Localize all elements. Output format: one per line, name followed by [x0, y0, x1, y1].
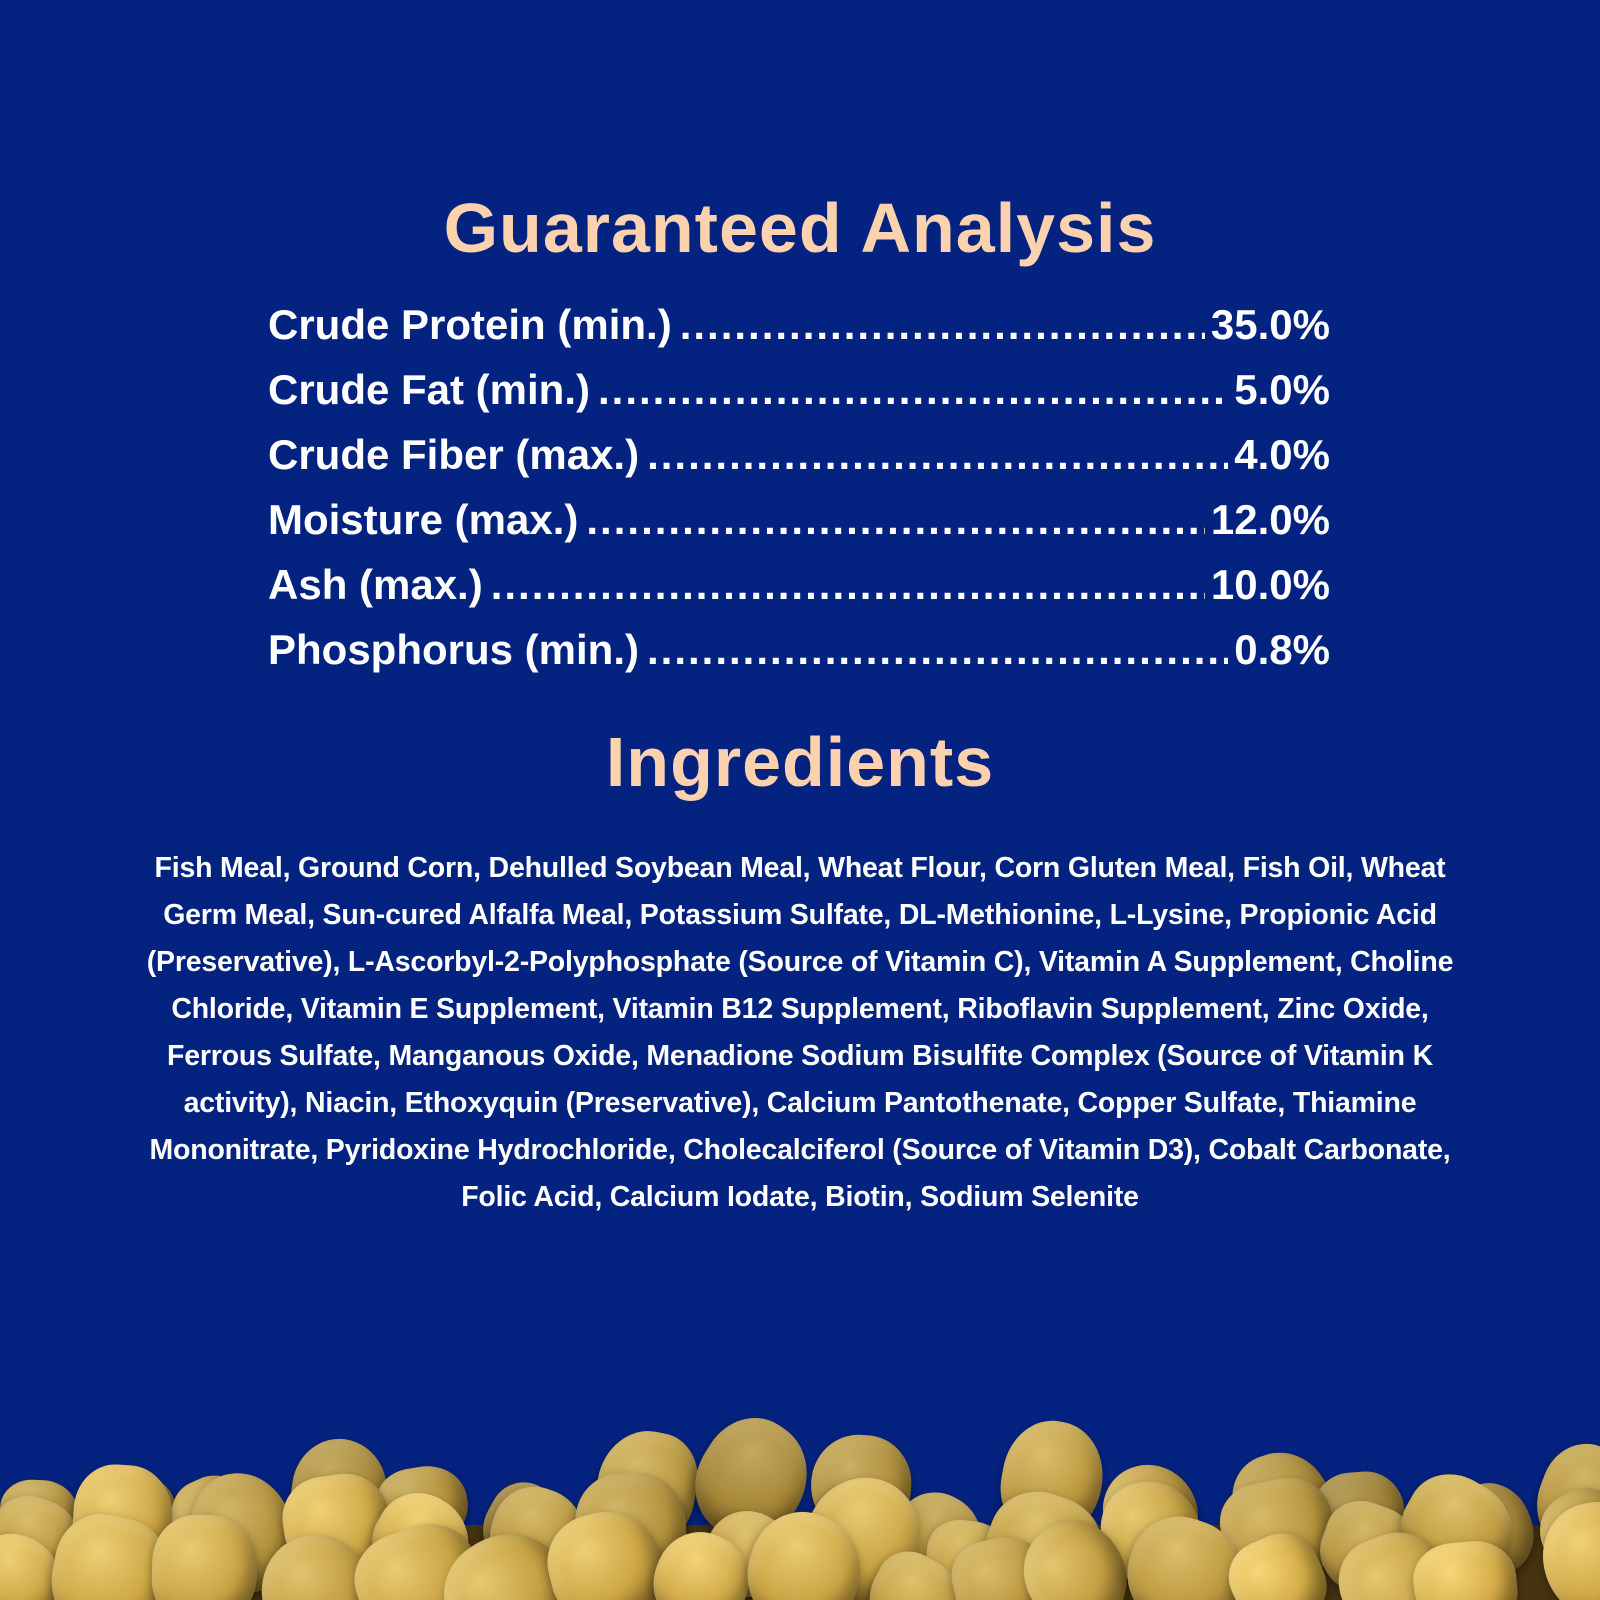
pellet: [1220, 1439, 1346, 1572]
pellet: [1436, 1470, 1548, 1588]
analysis-value: 4.0%: [1234, 431, 1330, 478]
guaranteed-analysis-title: Guaranteed Analysis: [443, 189, 1157, 267]
pellet: [0, 1478, 80, 1552]
analysis-value: 5.0%: [1234, 366, 1330, 413]
analysis-value: 10.0%: [1210, 561, 1330, 608]
ingredients-title: Ingredients: [605, 723, 995, 801]
analysis-row-phosphorus: Phosphorus (min.) ......................…: [268, 617, 1330, 682]
analysis-label: Crude Fat (min.): [268, 366, 590, 413]
pellet: [423, 1510, 589, 1600]
pellet: [537, 1499, 675, 1600]
dotted-leader: ........................................…: [598, 366, 1228, 413]
pellet: [468, 1470, 588, 1589]
analysis-label: Crude Fiber (max.): [268, 431, 640, 478]
pellet: [1212, 1469, 1346, 1599]
pellets-photo: [0, 1365, 1600, 1600]
pellet: [586, 1422, 706, 1554]
pellet: [41, 1506, 178, 1600]
pellet: [689, 1495, 809, 1600]
analysis-label: Crude Protein (min.): [268, 301, 672, 348]
dotted-leader: ........................................…: [586, 496, 1205, 543]
pellet: [991, 1413, 1111, 1547]
pellet: [1308, 1490, 1434, 1600]
pellet: [1091, 1471, 1211, 1594]
pellet: [879, 1477, 997, 1594]
pellet: [573, 1470, 689, 1588]
pellet: [341, 1510, 496, 1600]
pellet: [945, 1529, 1060, 1600]
pellet: [0, 1520, 76, 1600]
pellet: [1090, 1451, 1212, 1576]
pellet: [1384, 1457, 1531, 1600]
pellet: [159, 1461, 278, 1586]
guaranteed-analysis-table: Crude Protein (min.) ...................…: [268, 292, 1330, 682]
pellet: [370, 1460, 474, 1555]
pellet: [972, 1476, 1117, 1600]
analysis-row-crude-fat: Crude Fat (min.) .......................…: [268, 357, 1330, 422]
analysis-value: 35.0%: [1210, 301, 1330, 348]
dotted-leader: ........................................…: [490, 561, 1205, 608]
pellet: [1533, 1492, 1600, 1600]
analysis-value: 0.8%: [1234, 626, 1330, 673]
pellet: [673, 1399, 830, 1559]
pellet: [638, 1519, 763, 1600]
pellet: [783, 1457, 942, 1600]
analysis-row-moisture: Moisture (max.) ........................…: [268, 487, 1330, 552]
analysis-label: Moisture (max.): [268, 496, 579, 543]
pellet: [285, 1431, 394, 1546]
pellet: [256, 1529, 377, 1600]
pellet: [1325, 1517, 1473, 1600]
pellet: [80, 1465, 190, 1571]
analysis-row-ash: Ash (max.) .............................…: [268, 552, 1330, 617]
pellet: [1003, 1502, 1147, 1600]
pellet: [731, 1498, 876, 1600]
analysis-row-crude-protein: Crude Protein (min.) ...................…: [268, 292, 1330, 357]
pellet: [851, 1539, 980, 1600]
pellet: [1217, 1521, 1339, 1600]
dotted-leader: ........................................…: [679, 301, 1205, 348]
pellet: [357, 1477, 485, 1600]
pellet: [0, 1486, 89, 1594]
pellet: [922, 1516, 1019, 1600]
pellet: [477, 1476, 597, 1598]
pellet: [1309, 1468, 1409, 1572]
pellet: [807, 1431, 915, 1543]
pellet: [186, 1469, 298, 1597]
ingredients-text: Fish Meal, Ground Corn, Dehulled Soybean…: [146, 852, 1454, 1213]
pellet: [69, 1461, 176, 1580]
pellet: [1525, 1473, 1600, 1597]
pellet: [277, 1468, 397, 1588]
dotted-leader: ........................................…: [647, 626, 1228, 673]
pellet: [1112, 1503, 1260, 1600]
analysis-label: Ash (max.): [268, 561, 483, 608]
analysis-value: 12.0%: [1210, 496, 1330, 543]
pellet: [151, 1513, 259, 1600]
analysis-label: Phosphorus (min.): [268, 626, 639, 673]
dotted-leader: ........................................…: [647, 431, 1228, 478]
pellet: [1521, 1431, 1600, 1572]
analysis-row-crude-fiber: Crude Fiber (max.) .....................…: [268, 422, 1330, 487]
pellet: [1410, 1537, 1522, 1600]
